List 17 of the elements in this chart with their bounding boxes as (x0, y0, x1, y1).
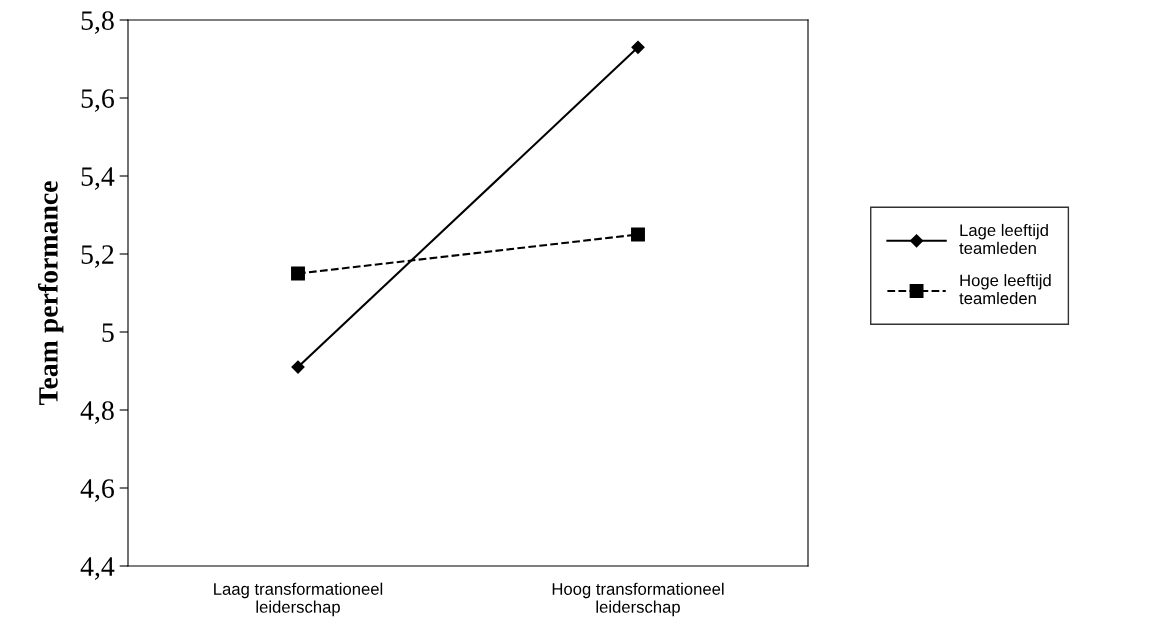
point (291, 266, 305, 281)
y-tick-label: 5,2 (81, 245, 114, 268)
point (631, 227, 645, 242)
y-tick-label: 4,4 (80, 557, 115, 580)
y-tick-label: 5,8 (81, 11, 114, 34)
point (631, 40, 645, 54)
y-axis-title: Team performance (37, 181, 64, 406)
y-tick-label: 4,6 (80, 479, 114, 502)
legend-label: Lage leeftijd teamleden (959, 223, 1048, 255)
x-tick-label: Laag transformationeel leiderschap (214, 582, 383, 617)
point (291, 360, 305, 374)
legend-label: Hoge leeftijd teamleden (959, 274, 1051, 305)
x-tick-label: Hoog transformationeel leiderschap (552, 582, 724, 617)
y-tick-label: 4,8 (80, 401, 114, 424)
y-tick-label: 5 (102, 323, 114, 342)
y-tick-label: 5,6 (81, 89, 114, 112)
y-tick-label: 5,4 (81, 167, 115, 190)
